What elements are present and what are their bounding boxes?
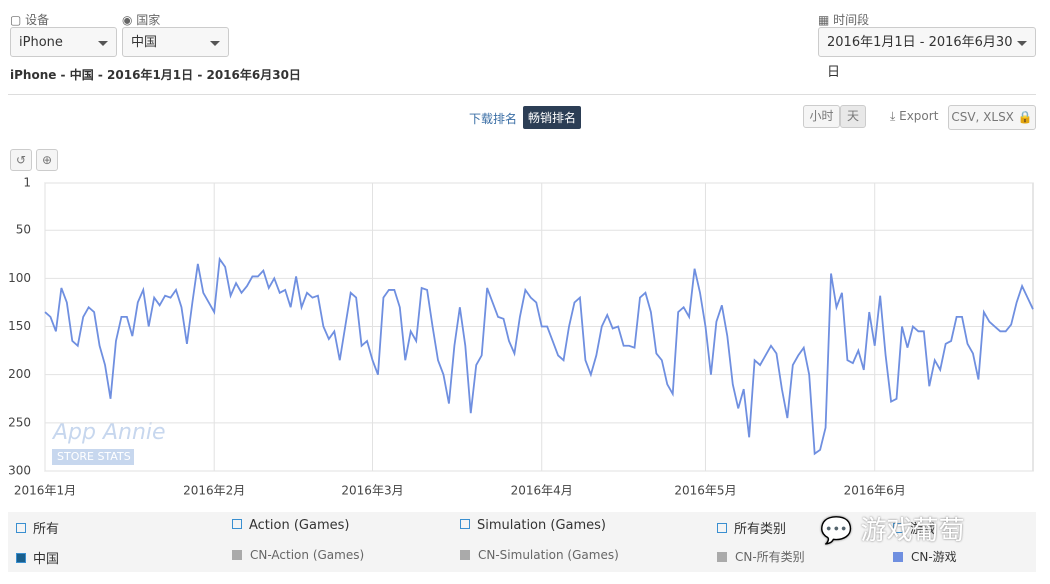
x-tick-label: 2016年3月 <box>341 484 403 498</box>
tab-active[interactable]: 畅销排名 <box>523 106 582 129</box>
legend-text: CN-所有类别 <box>735 550 805 564</box>
export[interactable]: ⤓ Export <box>890 109 939 123</box>
y-tick-label: 50 <box>16 223 31 237</box>
legend-checkbox[interactable]: 游戏 <box>893 518 936 537</box>
day-button[interactable]: 天 <box>840 105 866 128</box>
x-tick-label: 2016年4月 <box>511 484 573 498</box>
legend-text: 中国 <box>33 552 60 567</box>
x-tick-label: 2016年5月 <box>674 484 736 498</box>
y-tick-label: 250 <box>8 415 31 429</box>
x-tick-label: 2016年1月 <box>14 484 76 498</box>
x-tick-label: 2016年2月 <box>183 484 245 498</box>
line-series <box>44 256 1034 456</box>
country-label: ◉ 国家 <box>122 13 161 27</box>
text: 游戏葡萄 <box>860 516 965 546</box>
watermark-box <box>52 449 134 465</box>
legend-text: 游戏 <box>910 522 937 537</box>
y-tick-label: 300 <box>8 464 31 478</box>
tab[interactable]: 下载排名 <box>469 112 518 126</box>
zoom-button[interactable]: ⊕ <box>36 149 58 171</box>
format-button[interactable]: CSV, XLSX 🔒 <box>948 105 1036 130</box>
legend-item[interactable]: CN-Action (Games) <box>232 548 364 562</box>
legend-checkbox[interactable]: Simulation (Games) <box>460 518 606 533</box>
hour-button[interactable]: 小时 <box>803 105 840 128</box>
legend-checkbox[interactable]: Action (Games) <box>232 518 349 533</box>
divider <box>8 94 1036 95</box>
legend-text: Simulation (Games) <box>477 518 606 533</box>
reset-button[interactable]: ↺ <box>10 149 32 171</box>
legend-text: 所有 <box>33 522 60 537</box>
device-label: ▢ 设备 <box>10 13 50 27</box>
y-tick-label: 200 <box>8 367 31 381</box>
watermark-tag: STORE STATS <box>57 450 131 463</box>
legend-checkbox[interactable]: 所有类别 <box>717 518 786 537</box>
legend-panel <box>8 512 1036 572</box>
corner-watermark: 💬 游戏葡萄 <box>820 516 965 546</box>
legend-checkbox[interactable]: 所有 <box>16 518 59 537</box>
x-tick-label: 2016年6月 <box>844 484 906 498</box>
text: CSV, XLSX <box>951 110 1014 124</box>
watermark: App Annie <box>51 420 166 445</box>
legend-item[interactable]: 中国 <box>16 548 59 567</box>
y-tick-label: 1 <box>23 176 31 190</box>
legend-text: CN-游戏 <box>911 550 957 564</box>
period-select[interactable]: 2016年1月1日 - 2016年6月30日 <box>818 27 1036 80</box>
subtitle: iPhone - 中国 - 2016年1月1日 - 2016年6月30日 <box>10 68 301 82</box>
legend-item[interactable]: CN-Simulation (Games) <box>460 548 619 562</box>
text: Export <box>899 109 939 123</box>
legend-item[interactable]: CN-游戏 <box>893 548 957 565</box>
legend-text: CN-Action (Games) <box>250 548 365 562</box>
period-label: ▦ 时间段 <box>818 13 870 27</box>
device-select[interactable]: iPhone <box>10 27 117 57</box>
legend-text: Action (Games) <box>249 518 350 533</box>
legend-text: 所有类别 <box>734 522 787 537</box>
legend-text: CN-Simulation (Games) <box>478 548 619 562</box>
text: 国家 <box>136 13 161 27</box>
y-tick-label: 150 <box>8 319 31 333</box>
text: 时间段 <box>833 13 870 27</box>
chart: App Annie STORE STATS 150100150200250300… <box>8 176 1034 498</box>
y-tick-label: 100 <box>8 271 31 285</box>
country-select[interactable]: 中国 <box>122 27 229 57</box>
text: 设备 <box>25 13 50 27</box>
legend-item[interactable]: CN-所有类别 <box>717 548 805 565</box>
